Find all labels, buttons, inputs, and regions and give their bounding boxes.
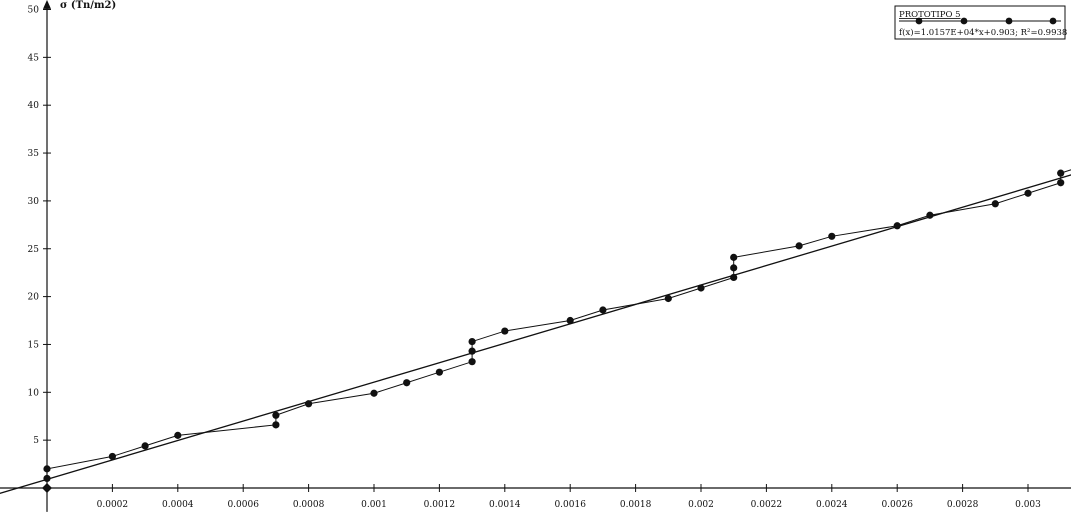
y-tick-label: 50 xyxy=(28,6,40,16)
y-axis-label: σ (Tn/m2) xyxy=(60,0,116,11)
axes: 0.0002 0.0004 0.0006 0.0008 0.001 0.0012 0.001… xyxy=(0,0,1071,512)
data-point xyxy=(991,200,999,208)
series-line xyxy=(46,169,1071,479)
x-tick-label: 0.001 xyxy=(361,500,387,510)
x-tick-label: 0.0014 xyxy=(489,500,521,510)
data-series-group xyxy=(43,169,1071,483)
data-point xyxy=(305,400,313,408)
data-point xyxy=(730,273,738,282)
legend-box xyxy=(894,5,1066,40)
data-point xyxy=(403,379,411,387)
x-tick-label: 0.0024 xyxy=(816,500,848,510)
data-point xyxy=(1057,179,1065,187)
data-point xyxy=(468,337,476,346)
data-point xyxy=(1057,169,1065,177)
legend: PROTOTIPO 5 f(x)=1.0157E+04*x+0.903; R²=… xyxy=(894,5,1067,40)
x-tick-label: 0.0006 xyxy=(227,500,259,510)
data-point xyxy=(370,389,378,397)
data-point xyxy=(664,294,672,303)
x-tick-label: 0.0004 xyxy=(162,500,194,510)
legend-marker xyxy=(915,17,923,25)
x-tick-label: 0.0028 xyxy=(947,500,979,510)
data-point xyxy=(1024,189,1032,197)
data-point xyxy=(108,452,116,461)
origin-marker xyxy=(42,483,52,493)
y-tick-label: 25 xyxy=(28,245,40,255)
data-point xyxy=(926,211,934,219)
x-tick-label: 0.0026 xyxy=(881,500,913,510)
y-axis-arrow-icon xyxy=(43,0,51,9)
x-tick-label: 0.0016 xyxy=(554,500,586,510)
data-point xyxy=(795,242,803,250)
data-point xyxy=(43,465,51,473)
x-tick-label: 0.003 xyxy=(1015,500,1041,510)
y-tick-label: 15 xyxy=(28,340,40,350)
y-tick-label: 35 xyxy=(28,149,40,159)
x-tick-label: 0.0018 xyxy=(620,500,652,510)
data-point xyxy=(828,232,836,240)
data-point xyxy=(599,306,607,314)
x-tick-label: 0.0008 xyxy=(293,500,325,510)
data-point xyxy=(272,411,280,419)
data-point xyxy=(566,316,574,325)
x-tick-label: 0.002 xyxy=(688,500,714,510)
data-point xyxy=(272,421,280,429)
y-tick-label: 40 xyxy=(28,101,40,111)
data-point xyxy=(468,358,476,366)
data-point xyxy=(697,284,705,292)
y-tick-label: 30 xyxy=(28,197,40,207)
data-point xyxy=(435,368,443,376)
legend-marker xyxy=(1049,17,1057,25)
y-tick-label: 10 xyxy=(28,388,40,398)
x-tick-label: 0.0012 xyxy=(424,500,456,510)
y-tick-label: 45 xyxy=(28,53,40,63)
data-point xyxy=(468,347,476,355)
legend-marker xyxy=(960,17,968,25)
data-point xyxy=(43,474,51,483)
data-point xyxy=(141,442,149,450)
data-point xyxy=(174,431,182,439)
data-point xyxy=(730,264,738,272)
data-point xyxy=(501,327,509,335)
legend-fit-label: f(x)=1.0157E+04*x+0.903; R²=0.9938 xyxy=(899,27,1067,38)
legend-marker xyxy=(1005,17,1013,25)
legend-series-name: PROTOTIPO 5 xyxy=(899,10,961,20)
data-point xyxy=(893,222,901,230)
data-point xyxy=(730,253,738,261)
x-tick-label: 0.0002 xyxy=(97,500,129,510)
x-tick-label: 0.0022 xyxy=(751,500,783,510)
y-tick-label: 5 xyxy=(33,436,39,446)
y-tick-label: 20 xyxy=(28,293,40,303)
